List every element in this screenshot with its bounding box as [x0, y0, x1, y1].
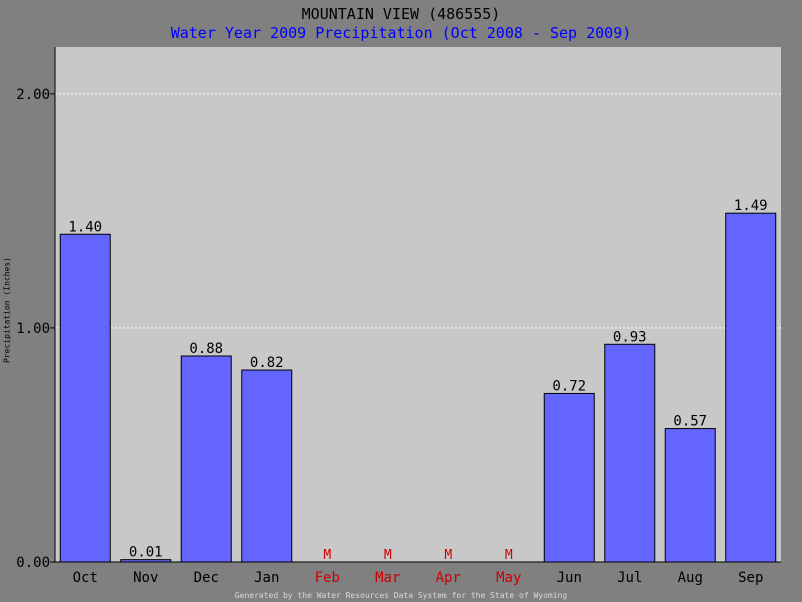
bar-jun: [543, 392, 595, 563]
bar-aug: [664, 428, 716, 563]
footer-credit: Generated by the Water Resources Data Sy…: [234, 591, 568, 600]
x-tick-label-sep: Sep: [738, 570, 763, 586]
x-tick-label-jul: Jul: [617, 570, 642, 586]
data-label-nov: 0.01: [129, 545, 163, 561]
x-tick-label-nov: Nov: [133, 570, 158, 586]
x-tick-label-oct: Oct: [73, 570, 98, 586]
x-tick-label-aug: Aug: [678, 570, 703, 586]
x-tick-label-dec: Dec: [194, 570, 219, 586]
x-tick-label-jun: Jun: [557, 570, 582, 586]
data-label-sep: 1.49: [734, 198, 768, 214]
bar-jul: [604, 343, 656, 563]
data-label-dec: 0.88: [189, 341, 223, 357]
missing-label-may: M: [505, 548, 513, 563]
missing-label-apr: M: [444, 548, 452, 563]
x-tick-label-mar: Mar: [375, 570, 400, 586]
y-tick-label: 2.00: [16, 87, 50, 103]
bar-sep: [725, 212, 777, 563]
data-label-jan: 0.82: [250, 355, 284, 371]
chart-title: MOUNTAIN VIEW (486555): [301, 5, 501, 23]
bar-oct: [59, 233, 111, 563]
missing-label-feb: M: [323, 548, 331, 563]
x-tick-label-apr: Apr: [436, 570, 461, 586]
data-label-aug: 0.57: [673, 414, 707, 430]
data-label-oct: 1.40: [68, 219, 102, 235]
x-tick-label-may: May: [496, 570, 521, 586]
missing-label-mar: M: [384, 548, 392, 563]
data-label-jul: 0.93: [613, 329, 647, 345]
plot-area: [55, 47, 781, 562]
data-label-jun: 0.72: [552, 378, 586, 394]
x-tick-label-jan: Jan: [254, 570, 279, 586]
y-tick-label: 0.00: [16, 555, 50, 571]
chart-subtitle: Water Year 2009 Precipitation (Oct 2008 …: [170, 24, 632, 42]
bar-jan: [241, 369, 293, 563]
bar-nov: [120, 559, 172, 563]
y-tick-label: 1.00: [16, 321, 50, 337]
x-tick-label-feb: Feb: [315, 570, 340, 586]
bar-dec: [180, 355, 232, 563]
